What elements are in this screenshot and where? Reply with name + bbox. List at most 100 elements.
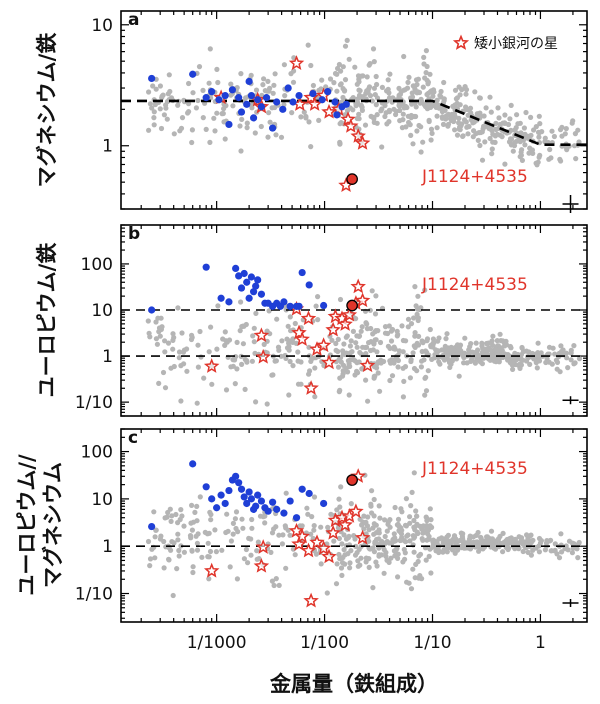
panel-b-blue-marker (232, 264, 240, 272)
panel-a: a 1 10 マグネシウム/鉄 J1124+4535 矮小銀河の星 (35, 10, 588, 213)
panel-c-gray-point (338, 484, 344, 490)
panel-c-gray-points (145, 470, 582, 599)
panel-a-gray-point (536, 113, 542, 119)
panel-c-gray-point (208, 511, 214, 518)
panel-b-gray-point (568, 350, 574, 356)
panel-a-y-tick-labels: 1 10 (91, 16, 113, 157)
panel-c-gray-point (273, 524, 279, 530)
panel-b-gray-point (344, 333, 350, 339)
panel-b-gray-point (214, 346, 220, 352)
panel-a-gray-point (158, 125, 165, 132)
panel-b-gray-point (306, 371, 312, 377)
panel-a-gray-point (386, 90, 392, 96)
panel-c-gray-point (489, 536, 495, 542)
panel-c-gray-point (445, 543, 452, 549)
panel-b-gray-point (295, 349, 301, 355)
panel-c: c 1/10 1 10 100 ユーロピウム//マグネシウム J1124+4535 (15, 428, 588, 623)
panel-b-gray-point (354, 333, 360, 339)
panel-c-gray-point (239, 516, 245, 522)
panel-a-blue-marker (262, 94, 271, 102)
panel-b-gray-point (391, 346, 397, 352)
panel-a-reference-line (121, 99, 587, 146)
panel-b-gray-point (375, 370, 381, 376)
panel-a-gray-point (234, 85, 240, 91)
panel-c-gray-point (369, 510, 375, 516)
panel-b-gray-point (239, 361, 245, 367)
panel-b-error-bar (562, 396, 579, 405)
panel-b-gray-point (287, 314, 293, 320)
panel-b-gray-point (295, 358, 301, 364)
panel-a-gray-point (460, 133, 466, 139)
panel-a-blue-marker (254, 96, 262, 104)
panel-a-gray-point (471, 128, 477, 134)
panel-c-gray-point (311, 523, 317, 529)
panel-b-star-marker (303, 380, 319, 395)
panel-b-gray-point (422, 392, 428, 398)
panel-a-gray-point (549, 128, 555, 134)
panel-b-gray-point (423, 374, 429, 380)
panel-c-gray-point (403, 496, 409, 502)
panel-b-gray-point (223, 387, 230, 393)
panel-b-gray-point (565, 365, 571, 371)
panel-c-gray-point (373, 522, 379, 528)
panel-b-gray-point (309, 355, 315, 361)
panel-c-gray-point (190, 564, 196, 570)
panel-c-gray-point (424, 516, 430, 522)
panel-b-gray-point (450, 355, 456, 361)
panel-b-star-marker (325, 321, 341, 337)
panel-c-gray-point (372, 540, 378, 546)
panel-c-gray-point (189, 502, 195, 508)
panel-a-blue-marker (237, 108, 246, 116)
panel-c-gray-point (395, 516, 402, 523)
panel-b-gray-point (385, 343, 391, 349)
panel-c-gray-point (175, 520, 181, 526)
panel-c-blue-marker (232, 472, 240, 480)
panel-a-blue-marker (295, 91, 303, 100)
panel-c-gray-point (366, 556, 372, 562)
panel-a-gray-point (267, 119, 273, 125)
panel-b-gray-point (153, 336, 159, 342)
panel-a-star-marker (350, 128, 366, 143)
panel-c-star-marker (294, 528, 310, 544)
panel-b-gray-point (275, 344, 282, 350)
panel-b-gray-point (415, 293, 421, 299)
panel-a-gray-point (423, 70, 429, 76)
panel-b-gray-point (401, 378, 407, 384)
panel-a-gray-point (502, 120, 508, 126)
panel-a-gray-point (399, 125, 405, 131)
panel-a-gray-point (371, 85, 377, 91)
panel-c-gray-point (376, 536, 382, 542)
panel-a-gray-point (445, 121, 452, 127)
panel-b-gray-point (155, 315, 161, 321)
panel-c-gray-point (243, 546, 249, 553)
panel-c-gray-point (346, 533, 352, 540)
panel-c-gray-point (339, 560, 346, 566)
panel-b-gray-point (274, 316, 280, 322)
panel-c-gray-point (194, 547, 201, 553)
panel-c-gray-point (269, 578, 275, 584)
panel-b-gray-point (388, 338, 395, 344)
panel-c-star-marker (325, 524, 341, 540)
panel-a-gray-point (381, 101, 388, 107)
panel-c-gray-point (575, 555, 581, 561)
panel-c-gray-point (194, 518, 200, 524)
panel-c-gray-point (287, 532, 293, 538)
panel-a-gray-point (494, 131, 500, 137)
panel-c-gray-point (245, 560, 251, 566)
panel-b-gray-point (232, 357, 238, 363)
panel-a-gray-point (391, 106, 397, 112)
panel-b-gray-point (458, 348, 464, 354)
panel-b-gray-point (505, 357, 511, 363)
panel-c-gray-point (536, 549, 543, 555)
panel-a-gray-point (519, 147, 525, 153)
panel-c-gray-point (254, 556, 260, 562)
panel-a-gray-point (301, 109, 307, 115)
panel-a-legend: 矮小銀河の星 (452, 34, 558, 52)
panel-c-gray-point (428, 570, 434, 576)
panel-c-gray-point (384, 557, 390, 563)
panel-b-gray-point (234, 366, 240, 372)
panel-a-gray-point (452, 87, 459, 93)
panel-c-gray-point (147, 563, 153, 569)
panel-c-gray-point (161, 538, 167, 545)
panel-b-ylabel: ユーロピウム/鉄 (35, 243, 59, 398)
